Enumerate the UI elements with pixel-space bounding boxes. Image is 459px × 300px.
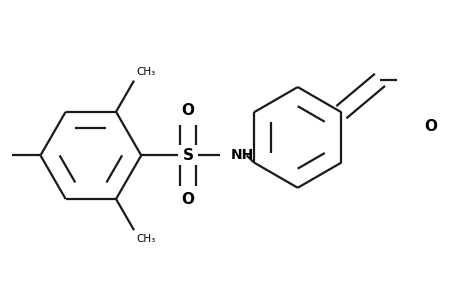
Text: NH: NH: [231, 148, 254, 162]
Text: O: O: [181, 193, 194, 208]
Text: O: O: [181, 103, 194, 118]
Text: CH₃: CH₃: [136, 67, 155, 77]
Text: S: S: [182, 148, 193, 163]
Text: CH₃: CH₃: [136, 234, 155, 244]
Text: O: O: [423, 119, 436, 134]
